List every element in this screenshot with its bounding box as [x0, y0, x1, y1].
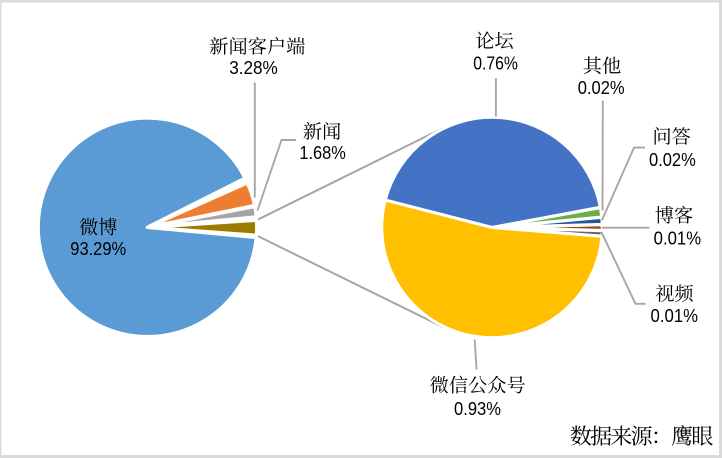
svg-text:0.02%: 0.02%	[578, 77, 625, 98]
svg-text:0.01%: 0.01%	[654, 228, 702, 249]
svg-text:1.68%: 1.68%	[299, 142, 345, 163]
svg-text:0.93%: 0.93%	[454, 398, 501, 419]
svg-text:3.28%: 3.28%	[229, 57, 278, 78]
svg-text:0.02%: 0.02%	[649, 149, 696, 170]
svg-text:0.76%: 0.76%	[473, 53, 518, 74]
svg-text:0.01%: 0.01%	[651, 305, 699, 326]
svg-text:93.29%: 93.29%	[70, 238, 126, 259]
